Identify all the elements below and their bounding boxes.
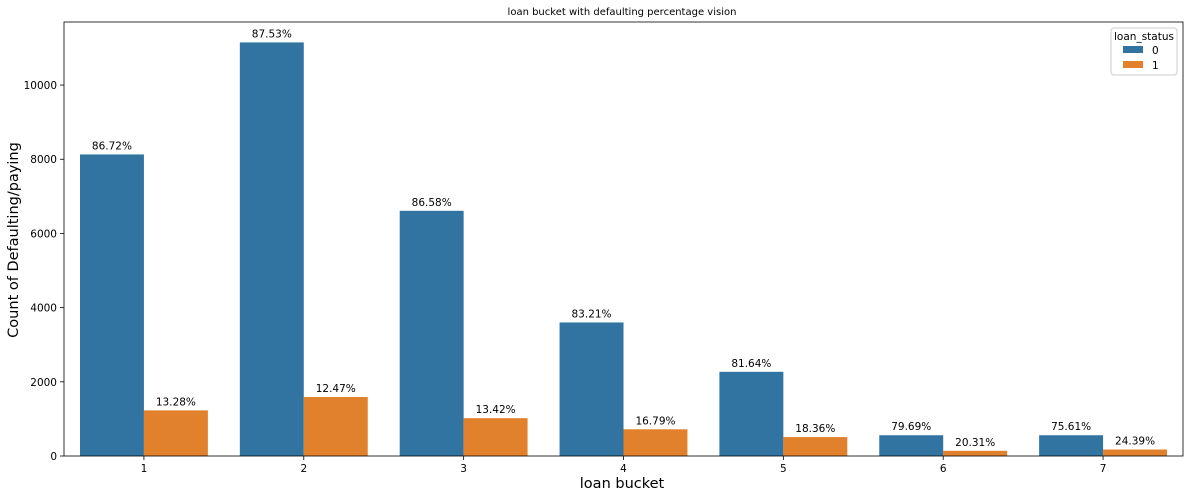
bar-6-series-0 — [879, 435, 944, 456]
bar-5-series-0 — [719, 371, 784, 456]
bar-label-6-series-0: 79.69% — [891, 421, 931, 433]
bar-label-1-series-0: 86.72% — [92, 140, 132, 152]
bar-label-5-series-1: 18.36% — [795, 423, 835, 435]
x-tick-label-2: 2 — [300, 463, 307, 475]
bar-label-2-series-0: 87.53% — [252, 28, 292, 40]
legend-label-0: 0 — [1152, 45, 1159, 57]
bar-label-4-series-1: 16.79% — [635, 415, 675, 427]
bar-3-series-0 — [399, 210, 464, 456]
bar-4-series-1 — [623, 429, 688, 456]
x-tick-label-4: 4 — [620, 463, 627, 475]
bars-layer — [79, 42, 1168, 457]
x-tick-label-5: 5 — [780, 463, 787, 475]
bar-7-series-1 — [1103, 449, 1168, 456]
x-tick-label-7: 7 — [1100, 463, 1107, 475]
bar-7-series-0 — [1039, 435, 1104, 456]
y-tick-label-6000: 6000 — [30, 228, 57, 240]
bar-label-7-series-1: 24.39% — [1115, 436, 1155, 448]
bar-label-1-series-1: 13.28% — [156, 396, 196, 408]
bar-label-4-series-0: 83.21% — [572, 308, 612, 320]
legend: loan_status 0 1 — [1110, 27, 1178, 76]
y-tick-label-10000: 10000 — [24, 80, 57, 92]
bar-4-series-0 — [559, 322, 624, 456]
bar-label-6-series-1: 20.31% — [955, 437, 995, 449]
plot-frame — [63, 21, 1184, 457]
bar-2-series-1 — [303, 397, 368, 456]
y-tick-label-0: 0 — [50, 451, 57, 463]
x-tick-label-6: 6 — [940, 463, 947, 475]
axes-layer: 1 2 3 4 5 6 7 0 2000 4000 6000 8000 10000 — [24, 21, 1184, 475]
y-tick-label-2000: 2000 — [30, 377, 57, 389]
bar-labels-layer: 86.72% 13.28% 87.53% 12.47% 86.58% 13.42% 83.2… — [92, 28, 1155, 448]
bar-label-7-series-0: 75.61% — [1051, 421, 1091, 433]
bar-3-series-1 — [463, 418, 528, 456]
legend-swatch-0 — [1123, 46, 1143, 53]
bar-1-series-0 — [79, 154, 144, 456]
y-tick-label-4000: 4000 — [30, 303, 57, 315]
bar-label-3-series-0: 86.58% — [412, 197, 452, 209]
x-axis-label: loan bucket — [580, 476, 665, 492]
chart-title: loan bucket with defaulting percentage v… — [508, 7, 737, 18]
bar-6-series-1 — [943, 450, 1008, 456]
bar-label-5-series-0: 81.64% — [731, 358, 771, 370]
bar-label-3-series-1: 13.42% — [476, 404, 516, 416]
bar-5-series-1 — [783, 437, 848, 456]
legend-swatch-1 — [1123, 61, 1143, 68]
legend-label-1: 1 — [1152, 60, 1159, 72]
bar-1-series-1 — [143, 410, 208, 456]
y-axis-label: Count of Defaulting/paying — [6, 142, 22, 338]
y-tick-label-8000: 8000 — [30, 154, 57, 166]
bar-2-series-0 — [239, 42, 304, 457]
x-tick-label-3: 3 — [460, 463, 467, 475]
legend-title: loan_status — [1114, 31, 1174, 43]
bar-label-2-series-1: 12.47% — [316, 383, 356, 395]
x-tick-label-1: 1 — [141, 463, 148, 475]
